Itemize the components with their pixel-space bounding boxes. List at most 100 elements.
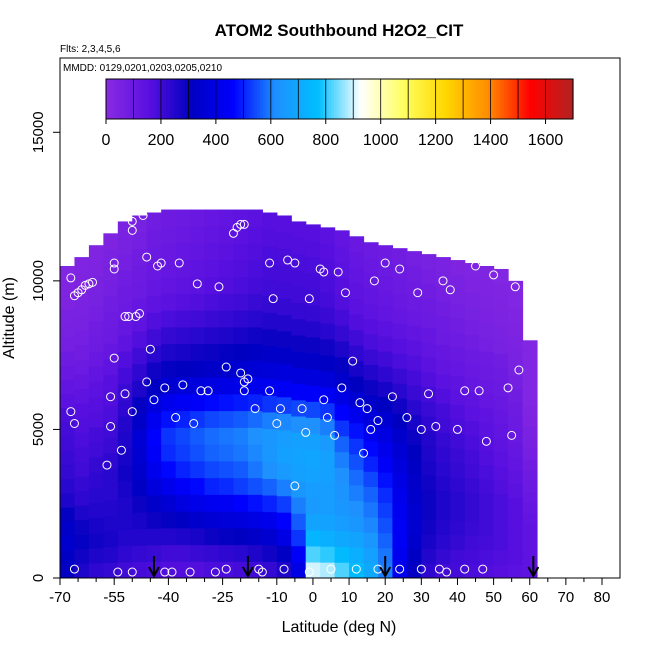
- heatmap-cell: [349, 453, 365, 470]
- heatmap-cell: [493, 479, 509, 495]
- heatmap-cell: [522, 523, 538, 536]
- heatmap-cell: [175, 310, 191, 328]
- heatmap-cell: [190, 226, 206, 244]
- colorbar-swatch: [155, 79, 159, 119]
- heatmap-cell: [363, 379, 379, 396]
- heatmap-cell: [146, 312, 162, 330]
- heatmap-cell: [421, 519, 437, 535]
- heatmap-cell: [88, 305, 104, 322]
- observation-point: [489, 270, 499, 280]
- observation-point: [214, 282, 224, 292]
- colorbar-swatch: [408, 79, 412, 119]
- heatmap-cell: [74, 505, 90, 521]
- heatmap-cell: [334, 419, 350, 437]
- colorbar-swatch: [106, 79, 110, 119]
- colorbar-swatch: [149, 79, 154, 119]
- heatmap-cell: [334, 372, 350, 389]
- heatmap-cell: [349, 298, 365, 315]
- observation-point: [340, 288, 350, 298]
- heatmap-cell: [190, 393, 206, 412]
- heatmap-cell: [392, 278, 408, 294]
- colorbar-swatch: [375, 79, 379, 119]
- heatmap-cell: [320, 498, 336, 515]
- observation-point: [116, 445, 126, 455]
- heatmap-cell: [103, 248, 119, 266]
- heatmap-cell: [320, 450, 336, 468]
- heatmap-cell: [305, 481, 321, 499]
- observation-point: [333, 267, 343, 277]
- colorbar-swatch: [314, 79, 319, 119]
- heatmap-cell: [74, 315, 90, 331]
- heatmap-cell: [103, 358, 119, 375]
- heatmap-cell: [190, 527, 206, 546]
- heatmap-cell: [450, 260, 466, 276]
- heatmap-cell: [305, 352, 321, 370]
- heatmap-cell: [392, 398, 408, 414]
- heatmap-cell: [74, 402, 90, 419]
- heatmap-cell: [233, 343, 249, 361]
- heatmap-cell: [421, 474, 437, 491]
- heatmap-cell: [218, 494, 235, 512]
- heatmap-cell: [450, 419, 466, 435]
- heatmap-cell: [117, 270, 133, 287]
- colorbar-swatch: [169, 79, 173, 119]
- heatmap-cell: [522, 437, 538, 449]
- colorbar-swatch: [232, 79, 236, 119]
- heatmap-cell: [450, 404, 466, 420]
- observation-point: [142, 252, 152, 262]
- heatmap-cell: [103, 405, 119, 422]
- heatmap-cell: [406, 429, 422, 445]
- heatmap-cell: [146, 262, 162, 280]
- heatmap-cell: [305, 433, 321, 451]
- heatmap-cell: [233, 444, 249, 462]
- heatmap-cell: [334, 498, 350, 516]
- heatmap-cell: [132, 347, 148, 365]
- observation-point: [113, 567, 123, 577]
- heatmap-cell: [204, 511, 220, 529]
- colorbar-swatch: [567, 79, 571, 119]
- down-arrow-head: [527, 566, 540, 579]
- heatmap-cell: [247, 393, 263, 412]
- heatmap-cell: [363, 303, 379, 320]
- heatmap-cell: [276, 248, 292, 266]
- heatmap-cell: [276, 561, 292, 578]
- observation-point: [178, 380, 188, 390]
- heatmap-cell: [435, 432, 451, 448]
- colorbar-swatch: [452, 79, 456, 119]
- heatmap-cell: [88, 351, 104, 367]
- heatmap-cell: [291, 318, 307, 336]
- heatmap-cell: [450, 361, 466, 377]
- heatmap-cell: [117, 480, 133, 498]
- heatmap-cell: [392, 338, 408, 354]
- colorbar-swatch: [224, 79, 228, 119]
- heatmap-cell: [291, 334, 307, 352]
- heatmap-cell: [479, 422, 495, 437]
- heatmap-cell: [522, 502, 538, 514]
- observation-point: [221, 362, 231, 372]
- heatmap-cell: [146, 478, 162, 496]
- colorbar-swatch: [199, 79, 203, 119]
- heatmap-cell: [435, 388, 451, 404]
- colorbar-swatch: [537, 79, 541, 119]
- heatmap-cell: [421, 489, 437, 505]
- heatmap-cell: [276, 479, 292, 497]
- heatmap-cell: [161, 460, 177, 479]
- heatmap-cell: [435, 344, 451, 360]
- heatmap-cell: [406, 251, 422, 267]
- heatmap-cell: [435, 534, 451, 550]
- heatmap-cell: [247, 276, 263, 294]
- heatmap-cell: [479, 450, 495, 466]
- heatmap-cell: [291, 221, 307, 239]
- heatmap-cell: [276, 347, 292, 365]
- heatmap-cell: [291, 545, 307, 563]
- colorbar-swatch: [460, 79, 464, 119]
- colorbar-swatch: [111, 79, 115, 119]
- colorbar-swatch: [386, 79, 390, 119]
- heatmap-cell: [161, 494, 177, 512]
- observation-point: [66, 273, 76, 283]
- heatmap-cell: [175, 377, 191, 395]
- heatmap-cell: [247, 427, 263, 445]
- colorbar-swatch: [498, 79, 503, 119]
- observation-point: [69, 418, 79, 428]
- heatmap-cell: [479, 365, 495, 381]
